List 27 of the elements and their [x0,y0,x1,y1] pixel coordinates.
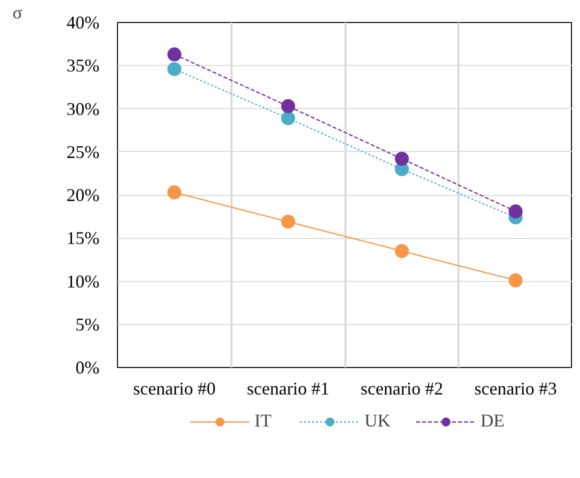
y-tick-label: 20% [66,185,100,205]
point [167,47,182,62]
point [281,214,296,229]
y-tick-label: 30% [66,98,100,119]
point [281,99,296,114]
y-axis-title: σ [12,2,22,22]
point [394,152,409,166]
x-tick-label: scenario #0 [133,378,216,398]
y-tick-label: 25% [66,142,100,162]
y-tick-label: 15% [66,228,100,248]
y-tick-label: 35% [66,56,100,76]
point [508,273,523,288]
point [508,204,523,218]
y-tick-label: 40% [66,12,100,32]
point [394,244,409,258]
x-tick-label: scenario #2 [360,378,444,398]
point [281,111,296,126]
x-tick-label: scenario #3 [474,378,557,398]
legend-label: DE [480,410,504,432]
y-tick-label: 5% [76,314,100,334]
point [167,185,182,200]
x-tick-label: scenario #1 [246,378,330,398]
y-tick-label: 10% [66,271,100,292]
y-tick-label: 0% [76,358,100,378]
legend-label: IT [254,410,272,432]
legend-label: UK [364,410,390,432]
point [167,62,182,76]
